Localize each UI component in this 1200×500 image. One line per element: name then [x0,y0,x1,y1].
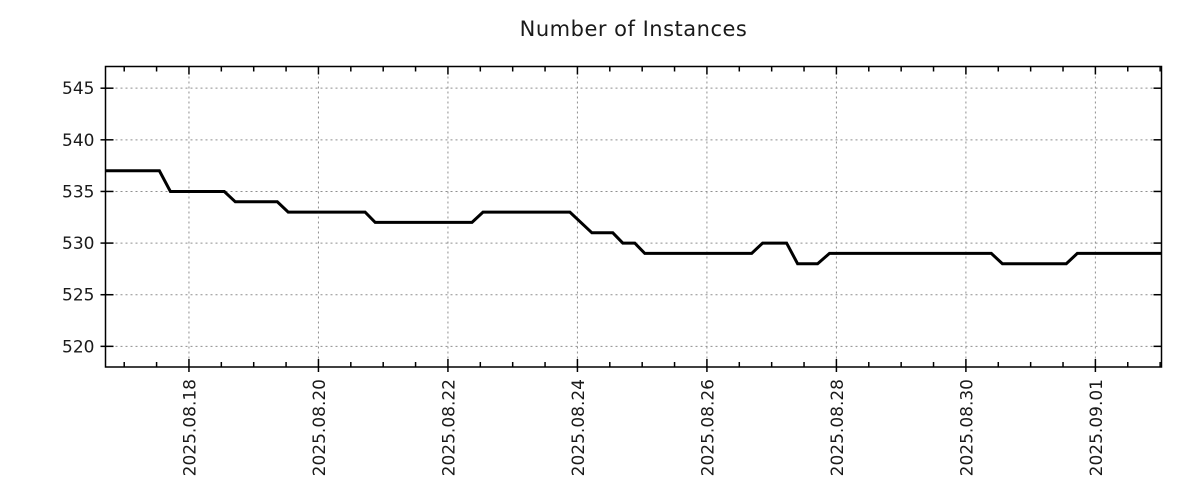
x-tick-label: 2025.09.01 [1087,379,1107,476]
x-tick-label: 2025.08.24 [569,379,589,476]
y-tick-label: 535 [62,182,94,202]
x-tick-label: 2025.08.28 [828,379,848,476]
x-tick-label: 2025.08.18 [180,379,200,476]
y-tick-label: 530 [62,234,94,254]
y-tick-label: 520 [62,337,94,357]
x-tick-label: 2025.08.30 [957,379,977,476]
y-tick-label: 540 [62,131,94,151]
data-line-instances [105,169,1162,266]
y-tick-label: 545 [62,79,94,99]
x-tick-label: 2025.08.22 [439,379,459,476]
chart-title: Number of Instances [519,17,748,41]
x-tick-label: 2025.08.20 [310,379,330,476]
plot-frame [104,65,1163,368]
y-tick-label: 525 [62,286,94,306]
x-tick-label: 2025.08.26 [698,379,718,476]
